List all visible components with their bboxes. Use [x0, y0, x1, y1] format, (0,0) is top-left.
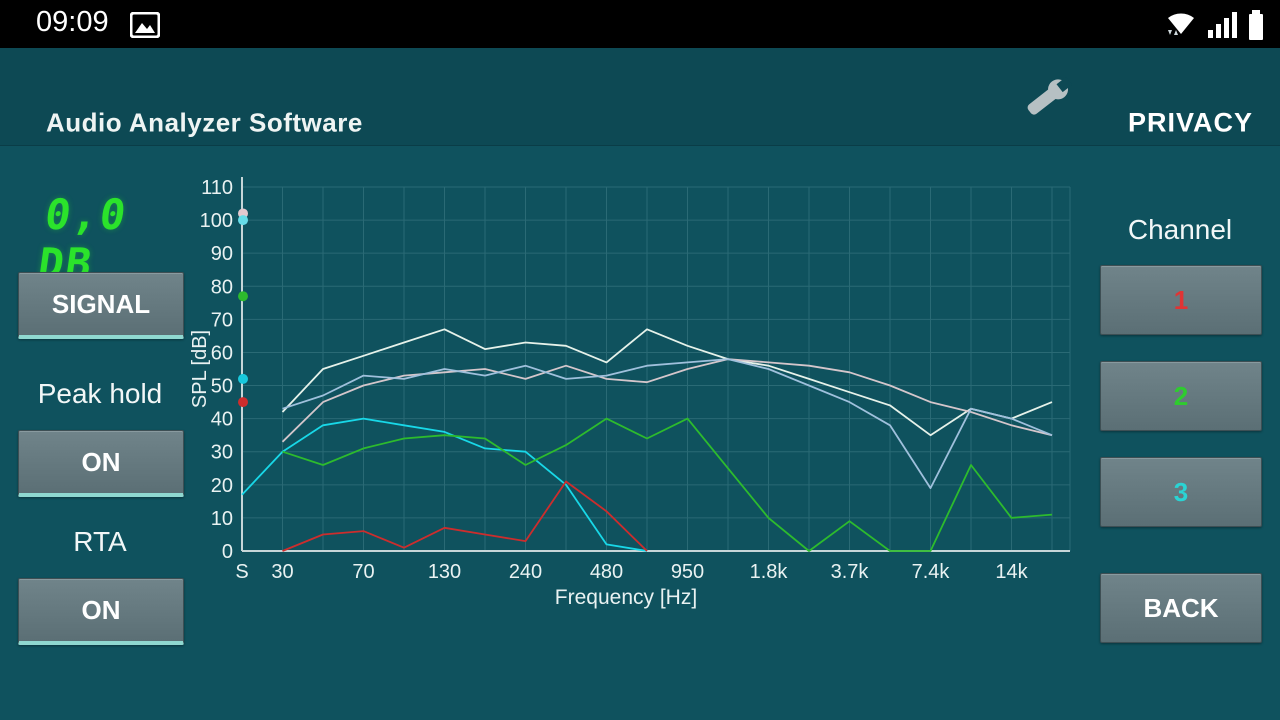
svg-text:130: 130 — [428, 561, 461, 583]
svg-text:20: 20 — [211, 475, 233, 497]
signal-strength-icon — [1208, 10, 1238, 45]
channel-3-label: 3 — [1173, 476, 1189, 507]
peak-hold-state-label: ON — [81, 446, 121, 477]
channel-label: Channel — [1127, 214, 1233, 245]
svg-text:30: 30 — [211, 442, 233, 464]
svg-text:110: 110 — [201, 177, 233, 199]
peak-hold-label: Peak hold — [37, 378, 163, 409]
rta-state-label: ON — [81, 594, 121, 625]
svg-text:3.7k: 3.7k — [831, 561, 870, 583]
spectrum-chart: 0 10 20 30 40 50 60 70 80 90 100 110 S 30 70 130 240 480 9… — [189, 150, 1080, 620]
battery-icon — [1248, 10, 1264, 45]
svg-text:SPL [dB]: SPL [dB] — [190, 330, 211, 408]
back-button-label: BACK — [1143, 592, 1219, 623]
status-time: 09:09 — [36, 6, 109, 38]
svg-text:70: 70 — [211, 309, 233, 331]
channel-1-label: 1 — [1173, 284, 1189, 315]
channel-2-button[interactable]: 2 — [1100, 361, 1262, 431]
wifi-icon — [1164, 8, 1198, 45]
svg-text:1.8k: 1.8k — [750, 561, 789, 583]
svg-text:0: 0 — [222, 541, 233, 563]
svg-text:60: 60 — [211, 342, 233, 364]
svg-text:480: 480 — [590, 561, 623, 583]
svg-text:S: S — [235, 561, 248, 583]
svg-text:40: 40 — [211, 409, 233, 431]
app-header: Audio Analyzer Software PRIVACY — [0, 48, 1280, 146]
app-title: Audio Analyzer Software — [46, 107, 363, 138]
channel-3-button[interactable]: 3 — [1100, 457, 1262, 527]
svg-text:90: 90 — [211, 243, 233, 265]
svg-text:10: 10 — [211, 508, 233, 530]
signal-button[interactable]: SIGNAL — [18, 272, 184, 339]
signal-button-label: SIGNAL — [51, 288, 151, 319]
status-bar: 09:09 — [0, 0, 1280, 48]
svg-text:7.4k: 7.4k — [912, 561, 951, 583]
rta-label: RTA — [73, 526, 127, 557]
privacy-link[interactable]: PRIVACY — [1128, 107, 1254, 138]
svg-text:100: 100 — [200, 210, 233, 232]
rta-on-button[interactable]: ON — [18, 578, 184, 645]
svg-text:50: 50 — [211, 376, 233, 398]
peak-hold-on-button[interactable]: ON — [18, 430, 184, 497]
channel-2-label: 2 — [1173, 380, 1189, 411]
svg-text:14k: 14k — [995, 561, 1028, 583]
settings-wrench-icon[interactable] — [1012, 70, 1082, 131]
notification-image-icon — [129, 11, 161, 43]
channel-1-button[interactable]: 1 — [1100, 265, 1262, 335]
back-button[interactable]: BACK — [1100, 573, 1262, 643]
svg-text:240: 240 — [509, 561, 542, 583]
svg-text:80: 80 — [211, 276, 233, 298]
svg-text:70: 70 — [352, 561, 374, 583]
svg-text:Frequency [Hz]: Frequency [Hz] — [555, 586, 697, 609]
svg-text:30: 30 — [271, 561, 293, 583]
svg-text:950: 950 — [671, 561, 704, 583]
